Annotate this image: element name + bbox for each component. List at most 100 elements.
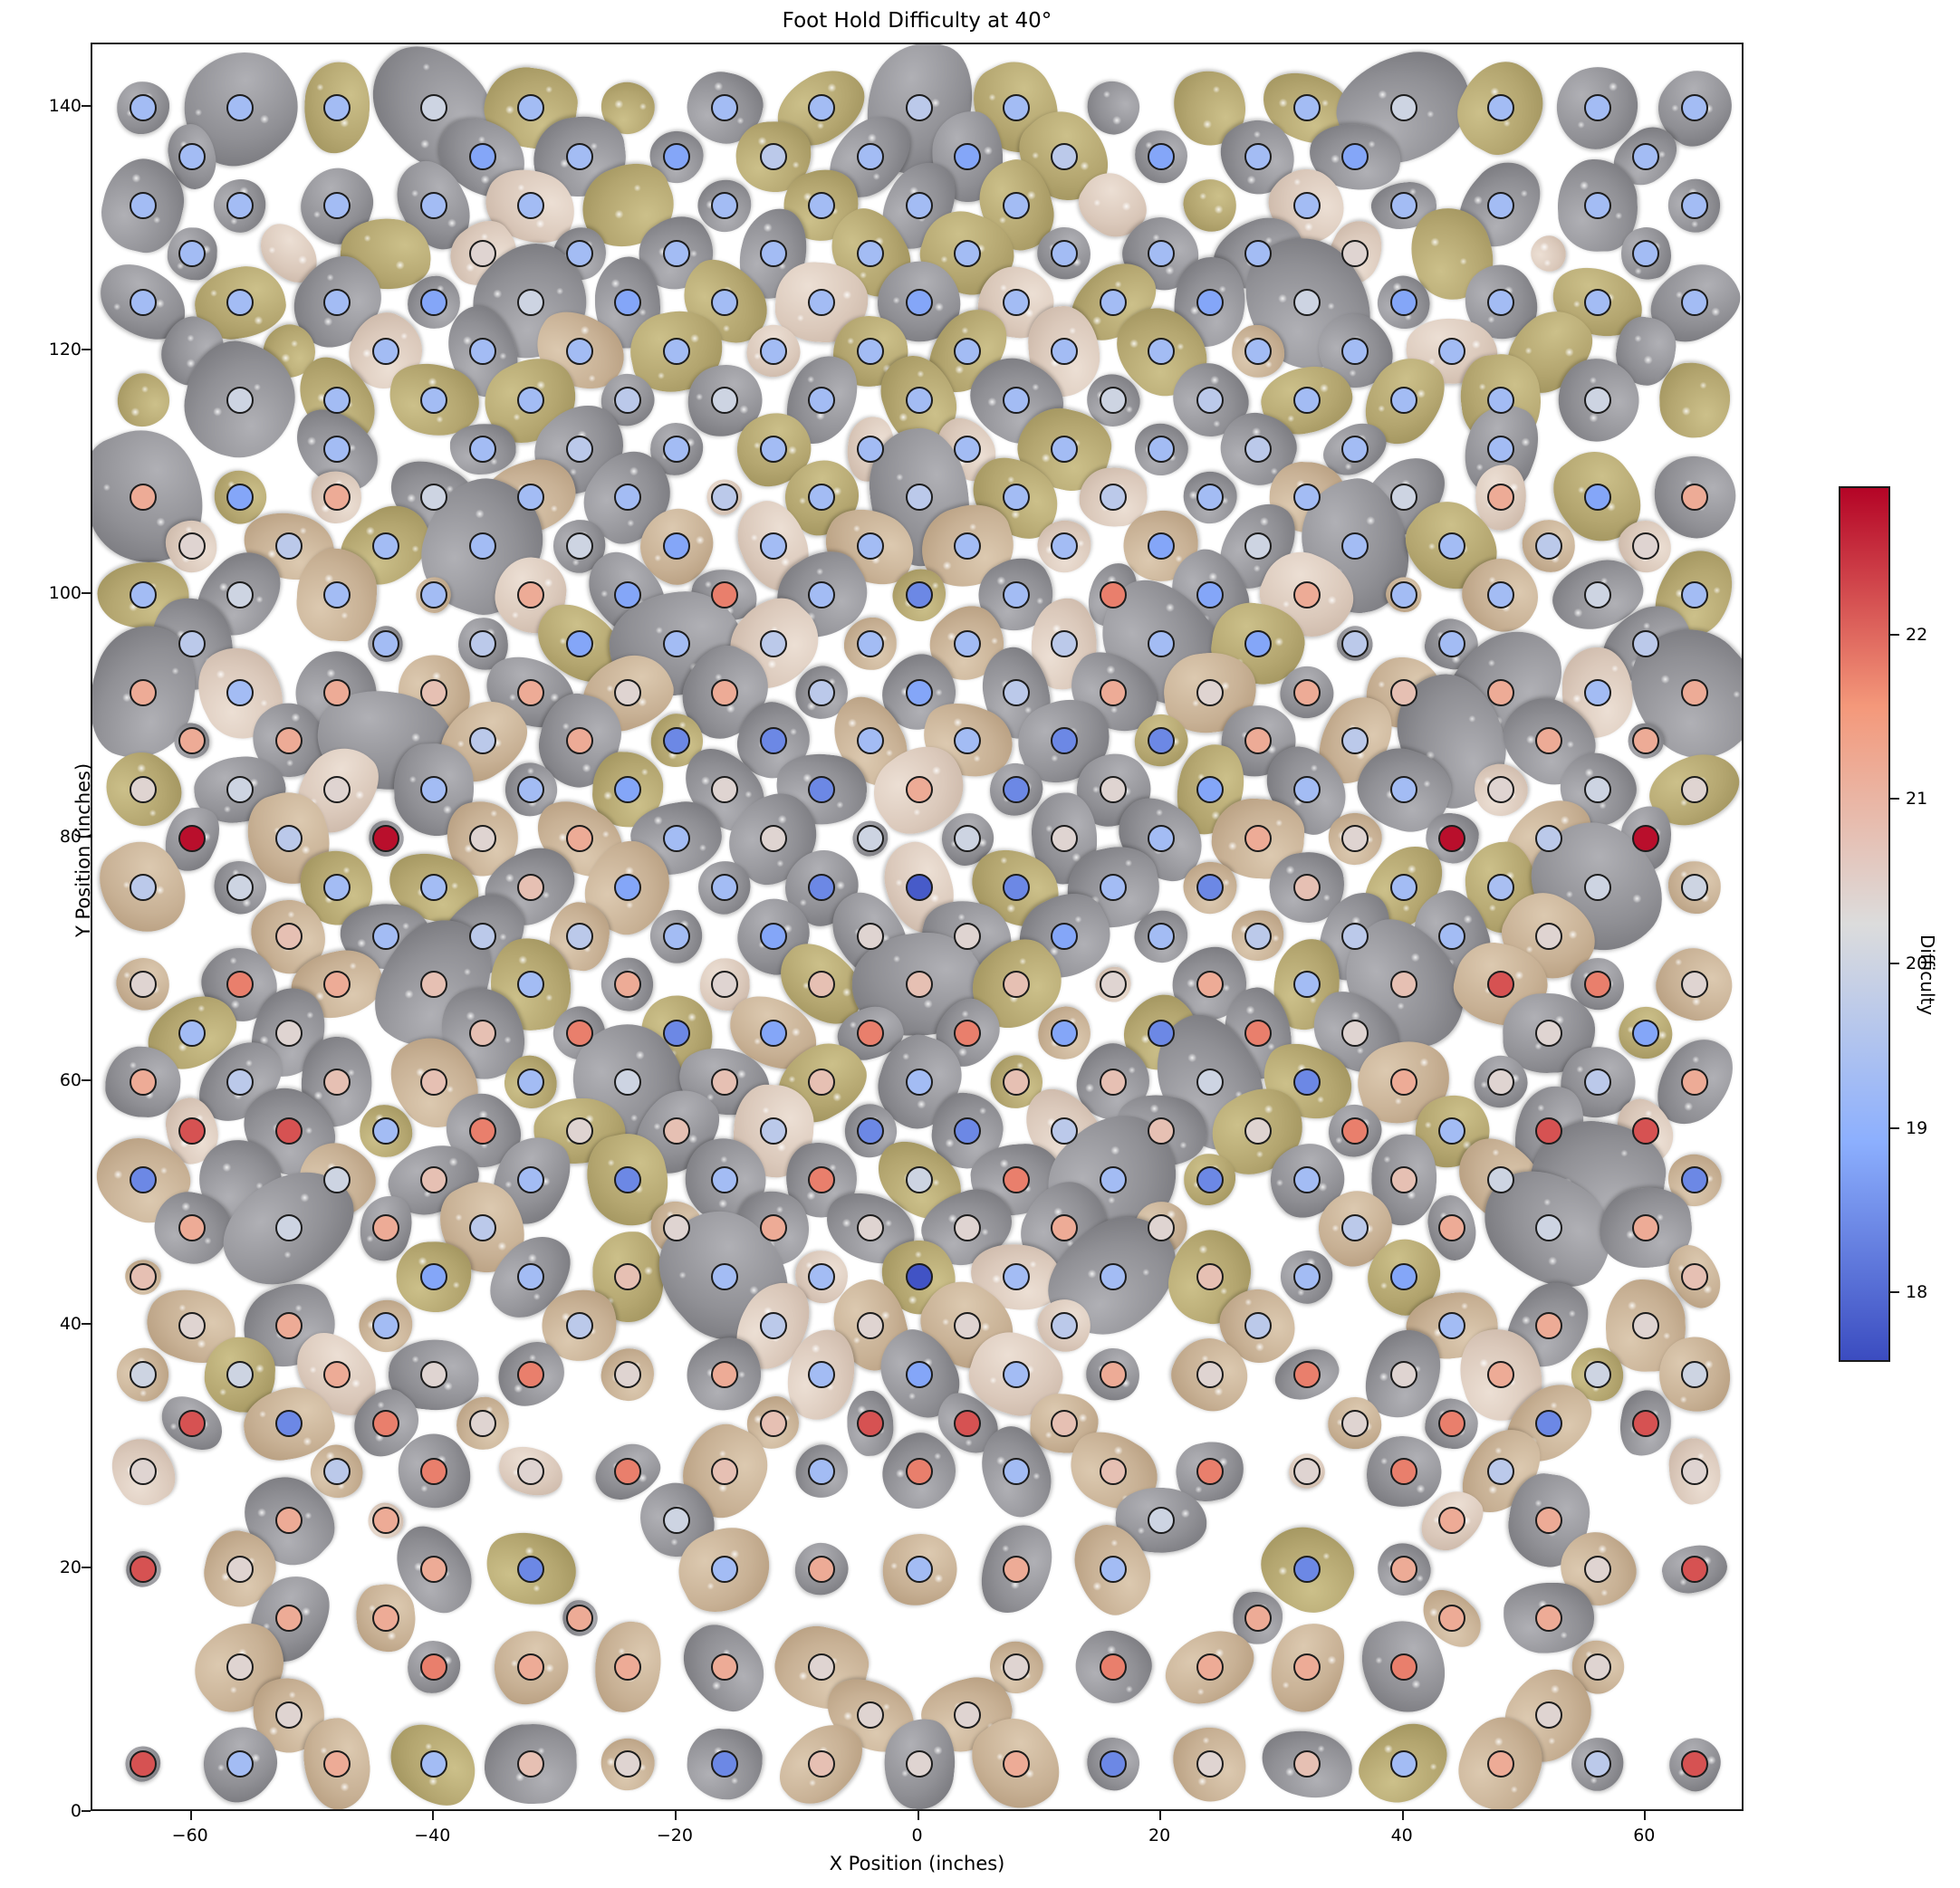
- difficulty-marker: [808, 971, 836, 999]
- difficulty-marker: [565, 142, 593, 170]
- difficulty-marker: [711, 1750, 739, 1778]
- difficulty-marker: [565, 629, 593, 657]
- difficulty-marker: [371, 1117, 399, 1145]
- difficulty-marker: [274, 824, 303, 852]
- difficulty-marker: [1438, 1117, 1466, 1145]
- y-tick-label: 20: [59, 1557, 82, 1577]
- difficulty-marker: [178, 240, 206, 268]
- difficulty-marker: [468, 142, 496, 170]
- colorbar-tick-label: 20: [1906, 953, 1928, 973]
- difficulty-marker: [1292, 484, 1321, 512]
- difficulty-marker: [1148, 337, 1176, 365]
- x-tick: [1159, 1811, 1162, 1820]
- difficulty-marker: [130, 1555, 158, 1583]
- difficulty-marker: [517, 1458, 545, 1486]
- difficulty-marker: [1196, 484, 1224, 512]
- difficulty-marker: [1341, 824, 1369, 852]
- difficulty-marker: [1632, 1311, 1660, 1339]
- difficulty-marker: [1535, 1409, 1563, 1437]
- difficulty-marker: [1099, 580, 1127, 609]
- colorbar-tick: [1890, 1126, 1899, 1129]
- difficulty-marker: [468, 532, 496, 561]
- difficulty-marker: [1583, 1068, 1611, 1096]
- difficulty-marker: [178, 629, 206, 657]
- difficulty-marker: [565, 1020, 593, 1048]
- difficulty-marker: [1002, 1165, 1030, 1193]
- difficulty-marker: [856, 1117, 884, 1145]
- difficulty-marker: [274, 1409, 303, 1437]
- difficulty-marker: [662, 824, 690, 852]
- difficulty-marker: [1535, 1604, 1563, 1632]
- difficulty-marker: [1438, 1604, 1466, 1632]
- difficulty-marker: [226, 678, 255, 706]
- difficulty-marker: [1292, 1653, 1321, 1681]
- colorbar-tick: [1890, 633, 1899, 636]
- difficulty-marker: [856, 1701, 884, 1730]
- difficulty-marker: [420, 1360, 448, 1388]
- difficulty-marker: [1292, 191, 1321, 219]
- difficulty-marker: [905, 1555, 933, 1583]
- difficulty-marker: [1486, 435, 1514, 463]
- difficulty-marker: [1051, 824, 1079, 852]
- difficulty-marker: [226, 971, 255, 999]
- difficulty-marker: [1583, 1653, 1611, 1681]
- difficulty-marker: [808, 191, 836, 219]
- x-tick: [917, 1811, 919, 1820]
- difficulty-marker: [130, 289, 158, 317]
- difficulty-marker: [226, 484, 255, 512]
- difficulty-marker: [662, 1507, 690, 1535]
- difficulty-marker: [130, 1458, 158, 1486]
- difficulty-marker: [371, 1604, 399, 1632]
- difficulty-marker: [1341, 337, 1369, 365]
- difficulty-marker: [1341, 1117, 1369, 1145]
- difficulty-marker: [711, 289, 739, 317]
- difficulty-marker: [323, 678, 351, 706]
- difficulty-marker: [1292, 93, 1321, 121]
- difficulty-marker: [1244, 824, 1273, 852]
- y-tick: [82, 1810, 91, 1812]
- difficulty-marker: [565, 1117, 593, 1145]
- difficulty-marker: [468, 240, 496, 268]
- difficulty-marker: [420, 971, 448, 999]
- difficulty-marker: [1002, 580, 1030, 609]
- difficulty-marker: [130, 580, 158, 609]
- x-tick-label: 60: [1633, 1826, 1656, 1845]
- y-tick: [82, 348, 91, 350]
- difficulty-marker: [517, 1068, 545, 1096]
- difficulty-marker: [1583, 678, 1611, 706]
- difficulty-marker: [420, 191, 448, 219]
- difficulty-marker: [1389, 678, 1417, 706]
- difficulty-marker: [468, 1214, 496, 1242]
- difficulty-marker: [323, 776, 351, 804]
- difficulty-marker: [1486, 191, 1514, 219]
- difficulty-marker: [1196, 1750, 1224, 1778]
- difficulty-marker: [1002, 1653, 1030, 1681]
- difficulty-marker: [1583, 1750, 1611, 1778]
- difficulty-marker: [1535, 1117, 1563, 1145]
- difficulty-marker: [905, 776, 933, 804]
- y-tick-label: 40: [59, 1313, 82, 1334]
- difficulty-marker: [323, 1068, 351, 1096]
- difficulty-marker: [420, 1068, 448, 1096]
- difficulty-marker: [323, 873, 351, 901]
- difficulty-marker: [1099, 484, 1127, 512]
- difficulty-marker: [905, 484, 933, 512]
- difficulty-marker: [1583, 776, 1611, 804]
- difficulty-marker: [759, 532, 787, 561]
- difficulty-marker: [759, 1117, 787, 1145]
- difficulty-marker: [1002, 386, 1030, 414]
- difficulty-marker: [130, 191, 158, 219]
- difficulty-marker: [1680, 1263, 1708, 1291]
- x-tick-label: −60: [171, 1826, 208, 1845]
- difficulty-marker: [614, 678, 642, 706]
- difficulty-marker: [1680, 93, 1708, 121]
- difficulty-marker: [1002, 776, 1030, 804]
- y-tick: [82, 835, 91, 838]
- difficulty-marker: [1438, 629, 1466, 657]
- difficulty-marker: [274, 1020, 303, 1048]
- x-axis-label: X Position (inches): [829, 1853, 1005, 1874]
- difficulty-marker: [614, 580, 642, 609]
- difficulty-marker: [420, 1653, 448, 1681]
- difficulty-marker: [1583, 93, 1611, 121]
- difficulty-marker: [1389, 580, 1417, 609]
